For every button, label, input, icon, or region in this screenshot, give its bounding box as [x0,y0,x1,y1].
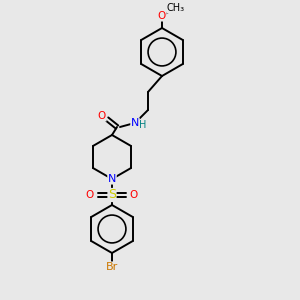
Text: O: O [98,111,106,121]
Text: O: O [158,11,166,21]
Text: N: N [131,118,139,128]
Text: O: O [86,190,94,200]
Text: H: H [139,120,147,130]
Text: S: S [108,188,116,202]
Text: CH₃: CH₃ [167,3,185,13]
Text: N: N [108,174,116,184]
Text: O: O [130,190,138,200]
Text: Br: Br [106,262,118,272]
